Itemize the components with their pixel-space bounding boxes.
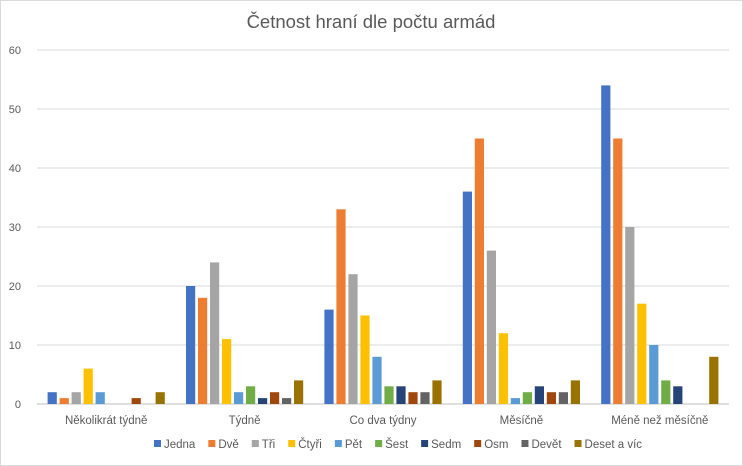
bar: [234, 392, 244, 404]
bar: [59, 398, 69, 404]
bar: [324, 309, 334, 404]
legend-label: Devět: [531, 439, 562, 451]
bar: [661, 380, 671, 404]
legend-swatch: [521, 440, 529, 447]
bar: [131, 398, 141, 404]
x-axis-categories: Několikrát týdně Týdně Co dva týdny Měsíčně…: [65, 415, 708, 427]
bar: [396, 386, 406, 404]
legend-swatch: [208, 440, 216, 447]
legend-swatch: [288, 440, 296, 447]
gridlines: [37, 49, 729, 405]
bar: [246, 386, 256, 404]
bar: [420, 392, 430, 404]
bar: [186, 286, 196, 404]
chart-title: Četnost hraní dle počtu armád: [247, 11, 496, 32]
legend-swatch: [375, 440, 383, 447]
bar: [336, 209, 346, 404]
legend-label: Osm: [484, 439, 508, 451]
legend-swatch: [251, 440, 259, 447]
x-category-label: Co dva týdny: [349, 415, 416, 427]
bar: [95, 392, 105, 404]
y-tick-label: 50: [9, 104, 21, 116]
legend-label: Deset a víc: [585, 439, 643, 451]
legend-label: Šest: [385, 438, 409, 451]
bar: [348, 274, 358, 404]
legend-label: Čtyři: [298, 438, 322, 451]
y-tick-label: 20: [9, 281, 21, 293]
bar: [625, 227, 635, 404]
bar: [558, 392, 568, 404]
bar: [637, 303, 647, 404]
legend-swatch: [154, 440, 161, 447]
bar: [294, 380, 304, 404]
bar: [71, 392, 81, 404]
legend-label: Pět: [345, 439, 363, 451]
bar: [486, 250, 496, 404]
bar: [210, 262, 220, 404]
y-tick-label: 10: [9, 340, 21, 352]
x-category-label: Méně než měsíčně: [611, 415, 708, 427]
y-tick-label: 60: [9, 45, 21, 57]
bar: [270, 392, 280, 404]
bar: [498, 333, 508, 404]
bar: [613, 138, 623, 404]
legend-label: Jedna: [164, 439, 196, 451]
bar: [522, 392, 532, 404]
bar: [570, 380, 580, 404]
bar: [510, 398, 520, 404]
legend-label: Sedm: [431, 439, 461, 451]
bar: [282, 398, 292, 404]
bar: [222, 339, 232, 404]
bar: [384, 386, 394, 404]
legend-label: Dvě: [218, 439, 238, 451]
x-category-label: Měsíčně: [500, 415, 543, 427]
bar: [601, 85, 611, 405]
bar: [462, 191, 472, 404]
legend-swatch: [421, 440, 429, 447]
bar: [546, 392, 556, 404]
legend: Jedna Dvě Tři Čtyři Pět Šest Sedm Osm Devět Deset…: [154, 438, 642, 451]
legend-swatch: [474, 440, 482, 447]
y-axis-ticks: 0 10 20 30 40 50 60: [9, 45, 21, 411]
x-category-label: Týdně: [229, 415, 261, 427]
bar: [534, 386, 544, 404]
y-tick-label: 40: [9, 163, 21, 175]
bars: [47, 85, 719, 405]
bar: [673, 386, 683, 404]
bar: [474, 138, 484, 404]
x-category-label: Několikrát týdně: [65, 415, 147, 427]
bar: [83, 368, 93, 404]
bar: [372, 356, 382, 404]
bar: [360, 315, 370, 404]
legend-swatch: [334, 440, 342, 447]
bar: [408, 392, 418, 404]
y-tick-label: 30: [9, 222, 21, 234]
bar: [709, 356, 719, 404]
bar: [432, 380, 442, 404]
bar: [198, 297, 208, 404]
legend-label: Tři: [262, 439, 275, 451]
bar: [155, 392, 165, 404]
bar: [258, 398, 268, 404]
bar: [47, 392, 57, 404]
bar: [649, 345, 659, 404]
legend-swatch: [574, 440, 582, 447]
y-tick-label: 0: [15, 399, 21, 411]
